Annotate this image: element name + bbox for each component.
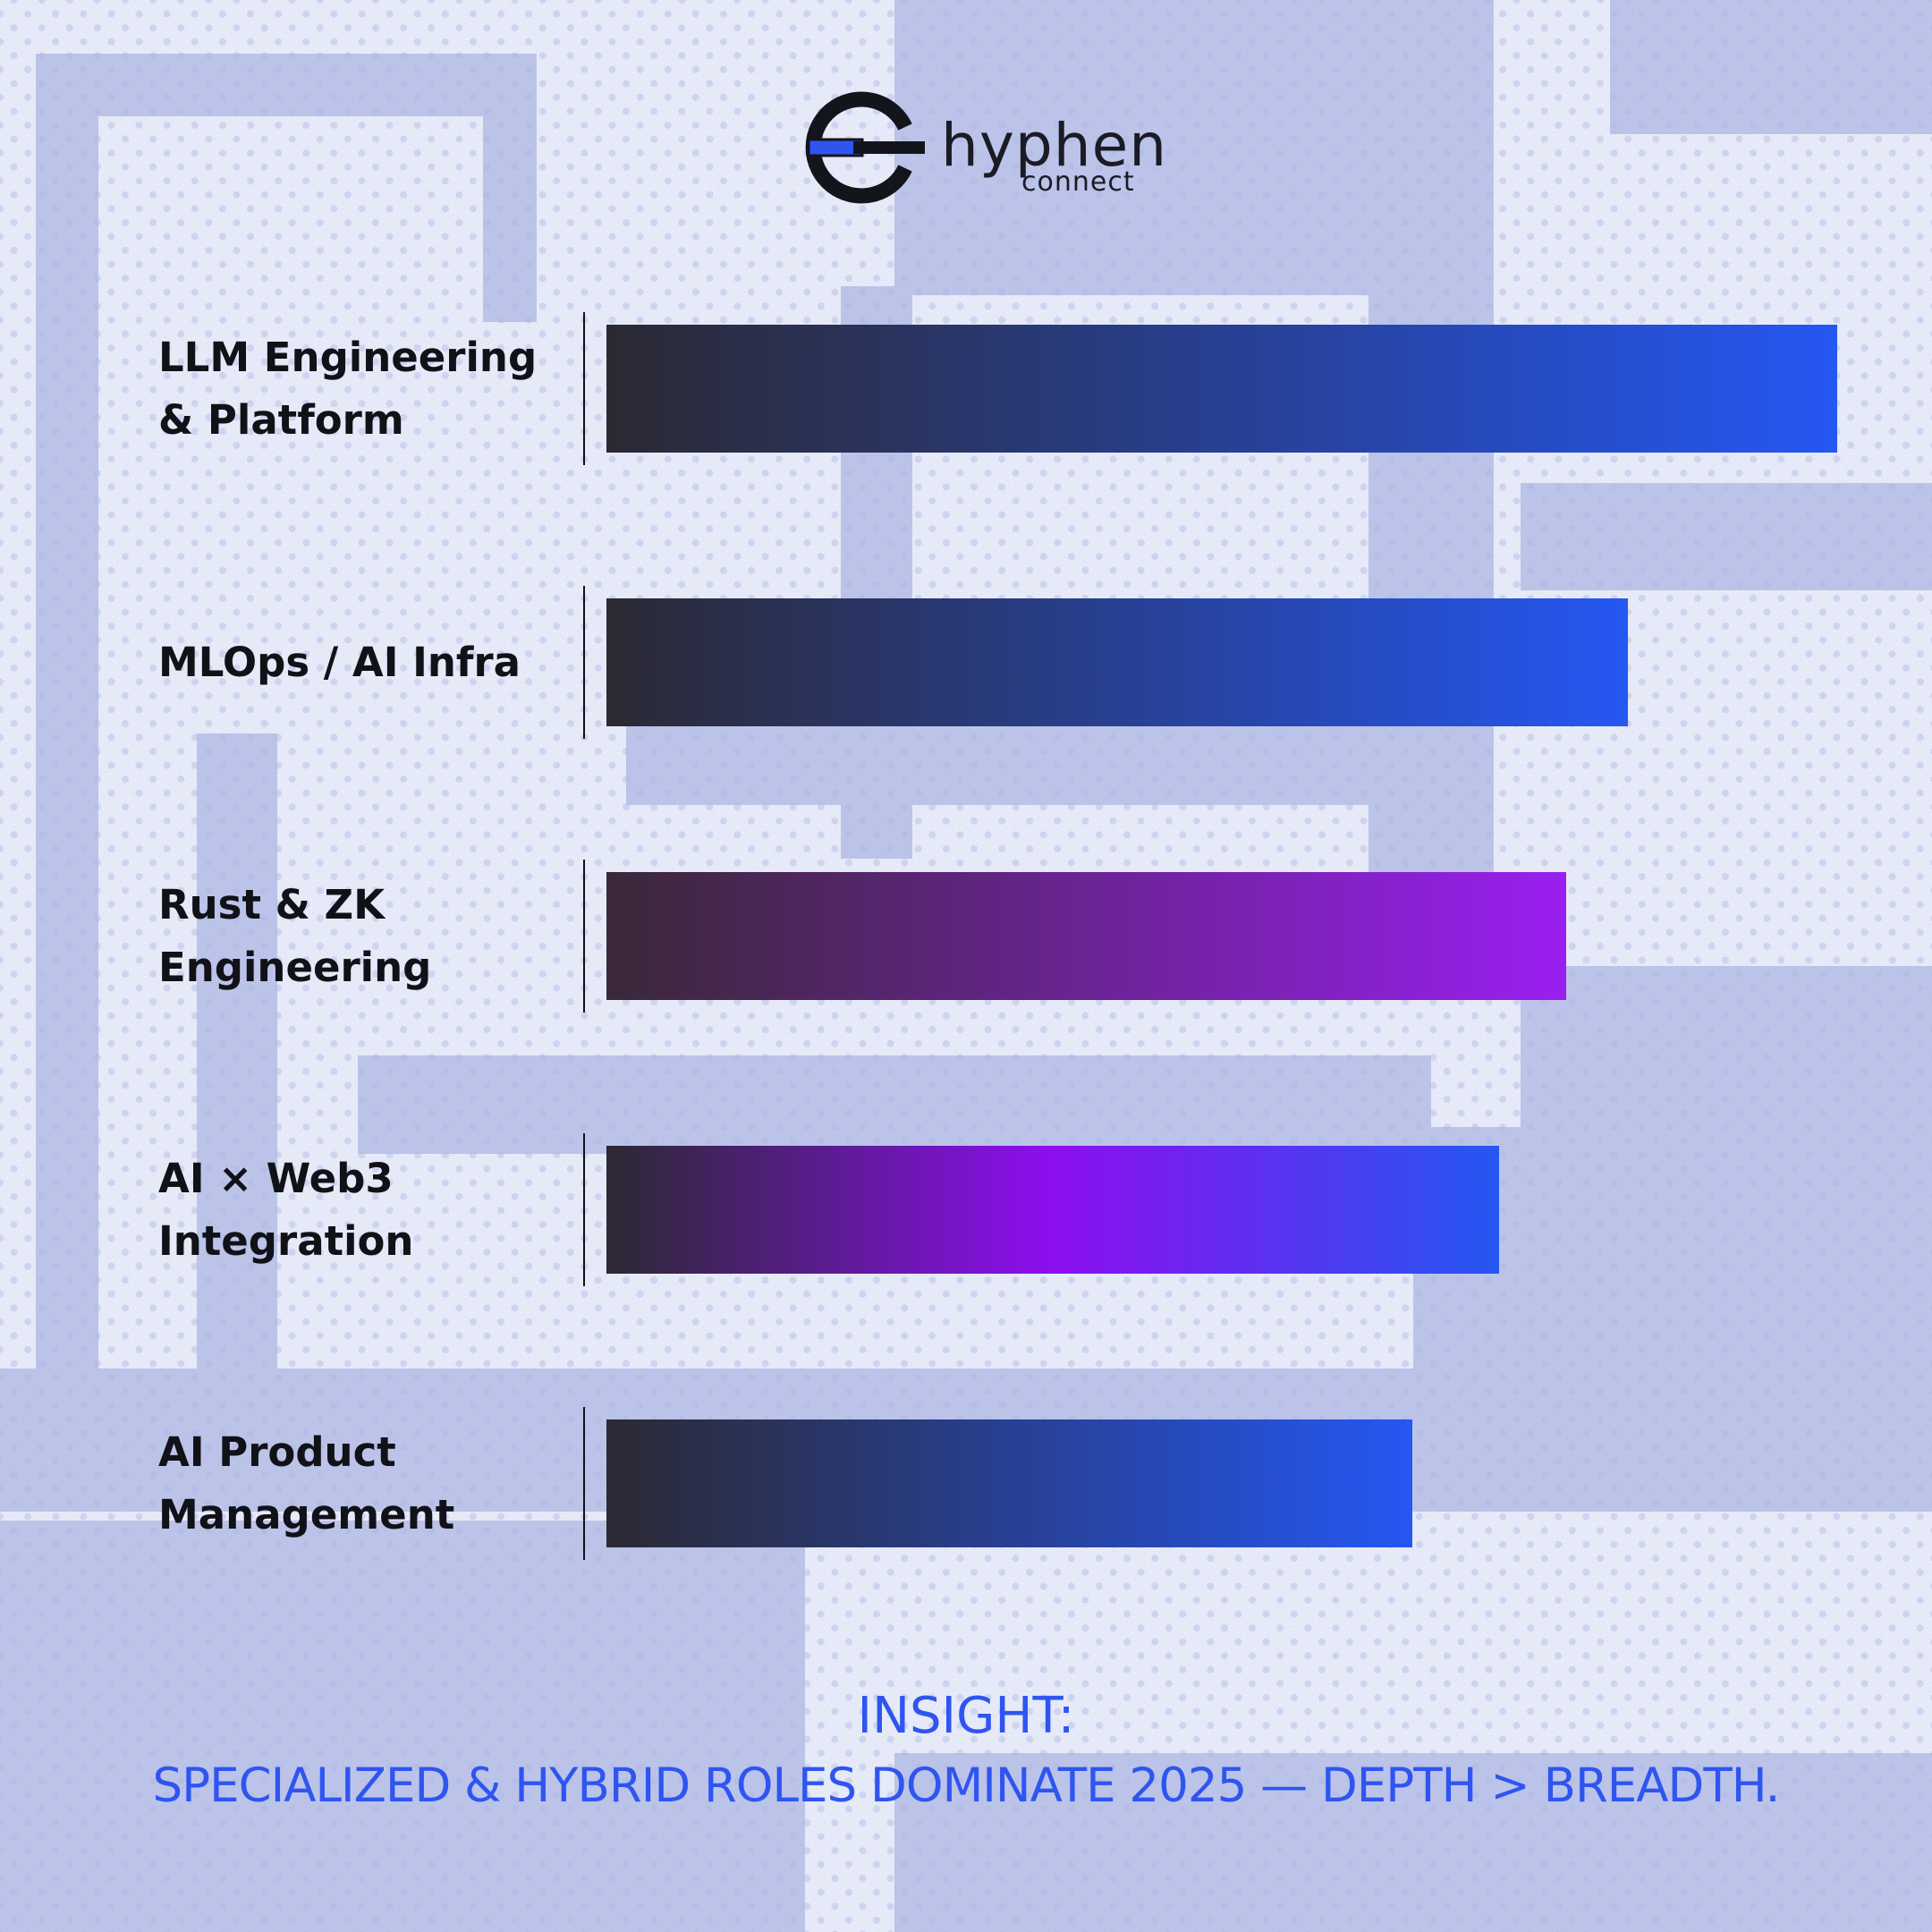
category-label-2: Rust & ZK Engineering — [158, 881, 432, 991]
hyphen-logo-icon — [805, 91, 925, 204]
axis-tick-0 — [583, 312, 585, 465]
category-label-0: LLM Engineering & Platform — [158, 334, 538, 444]
axis-tick-2 — [583, 860, 585, 1013]
insight-title: INSIGHT: — [857, 1687, 1075, 1745]
category-label-3: AI × Web3 Integration — [158, 1155, 414, 1265]
bar-0 — [606, 325, 1837, 453]
insight-text: SPECIALIZED & HYBRID ROLES DOMINATE 2025… — [152, 1758, 1781, 1813]
bar-1 — [606, 598, 1628, 726]
bar-3 — [606, 1146, 1499, 1274]
logo-subtitle: connect — [1021, 166, 1135, 198]
axis-tick-1 — [583, 586, 585, 739]
axis-tick-4 — [583, 1407, 585, 1560]
logo-wordmark: hyphen — [941, 111, 1168, 180]
bar-4 — [606, 1419, 1412, 1547]
hyphen-connect-logo: hyphen connect — [787, 89, 1166, 215]
insight-block: INSIGHT: SPECIALIZED & HYBRID ROLES DOMI… — [0, 1682, 1932, 1821]
category-label-1: MLOps / AI Infra — [158, 639, 521, 686]
bar-2 — [606, 872, 1566, 1000]
axis-tick-3 — [583, 1133, 585, 1286]
category-label-4: AI Product Management — [158, 1428, 455, 1538]
